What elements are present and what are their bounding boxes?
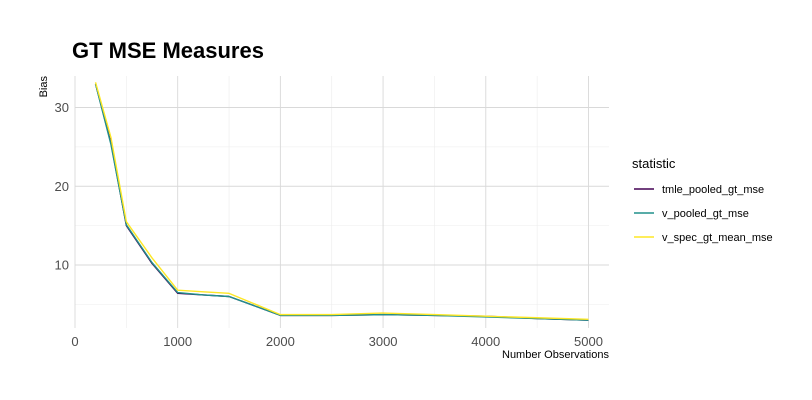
series-line-v_spec_gt_mean_mse [94,82,589,321]
x-tick-label: 2000 [266,334,295,349]
x-tick-label: 3000 [369,334,398,349]
x-tick-label: 1000 [163,334,192,349]
grid [74,76,609,328]
legend-label-v_pooled_gt_mse: v_pooled_gt_mse [662,208,749,220]
legend: statistic tmle_pooled_gt_mse v_pooled_gt_… [632,156,773,244]
x-tick-label: 5000 [574,334,603,349]
y-tick-label: 20 [55,179,69,194]
series-group [94,82,589,321]
legend-label-tmle_pooled_gt_mse: tmle_pooled_gt_mse [662,184,764,196]
x-axis-title: Number Observations [502,349,609,361]
y-tick-labels: 10 20 30 [55,100,69,273]
legend-title: statistic [632,156,676,171]
y-axis-title: Bias [38,76,50,98]
series-line-v_pooled_gt_mse [94,83,589,321]
x-tick-labels: 0 1000 2000 3000 4000 5000 [71,334,603,349]
x-tick-label: 4000 [471,334,500,349]
legend-label-v_spec_gt_mean_mse: v_spec_gt_mean_mse [662,232,773,244]
series-line-tmle_pooled_gt_mse [94,83,589,321]
y-tick-label: 10 [55,258,69,273]
x-tick-label: 0 [71,334,78,349]
chart-title: GT MSE Measures [72,38,264,63]
y-tick-label: 30 [55,100,69,115]
